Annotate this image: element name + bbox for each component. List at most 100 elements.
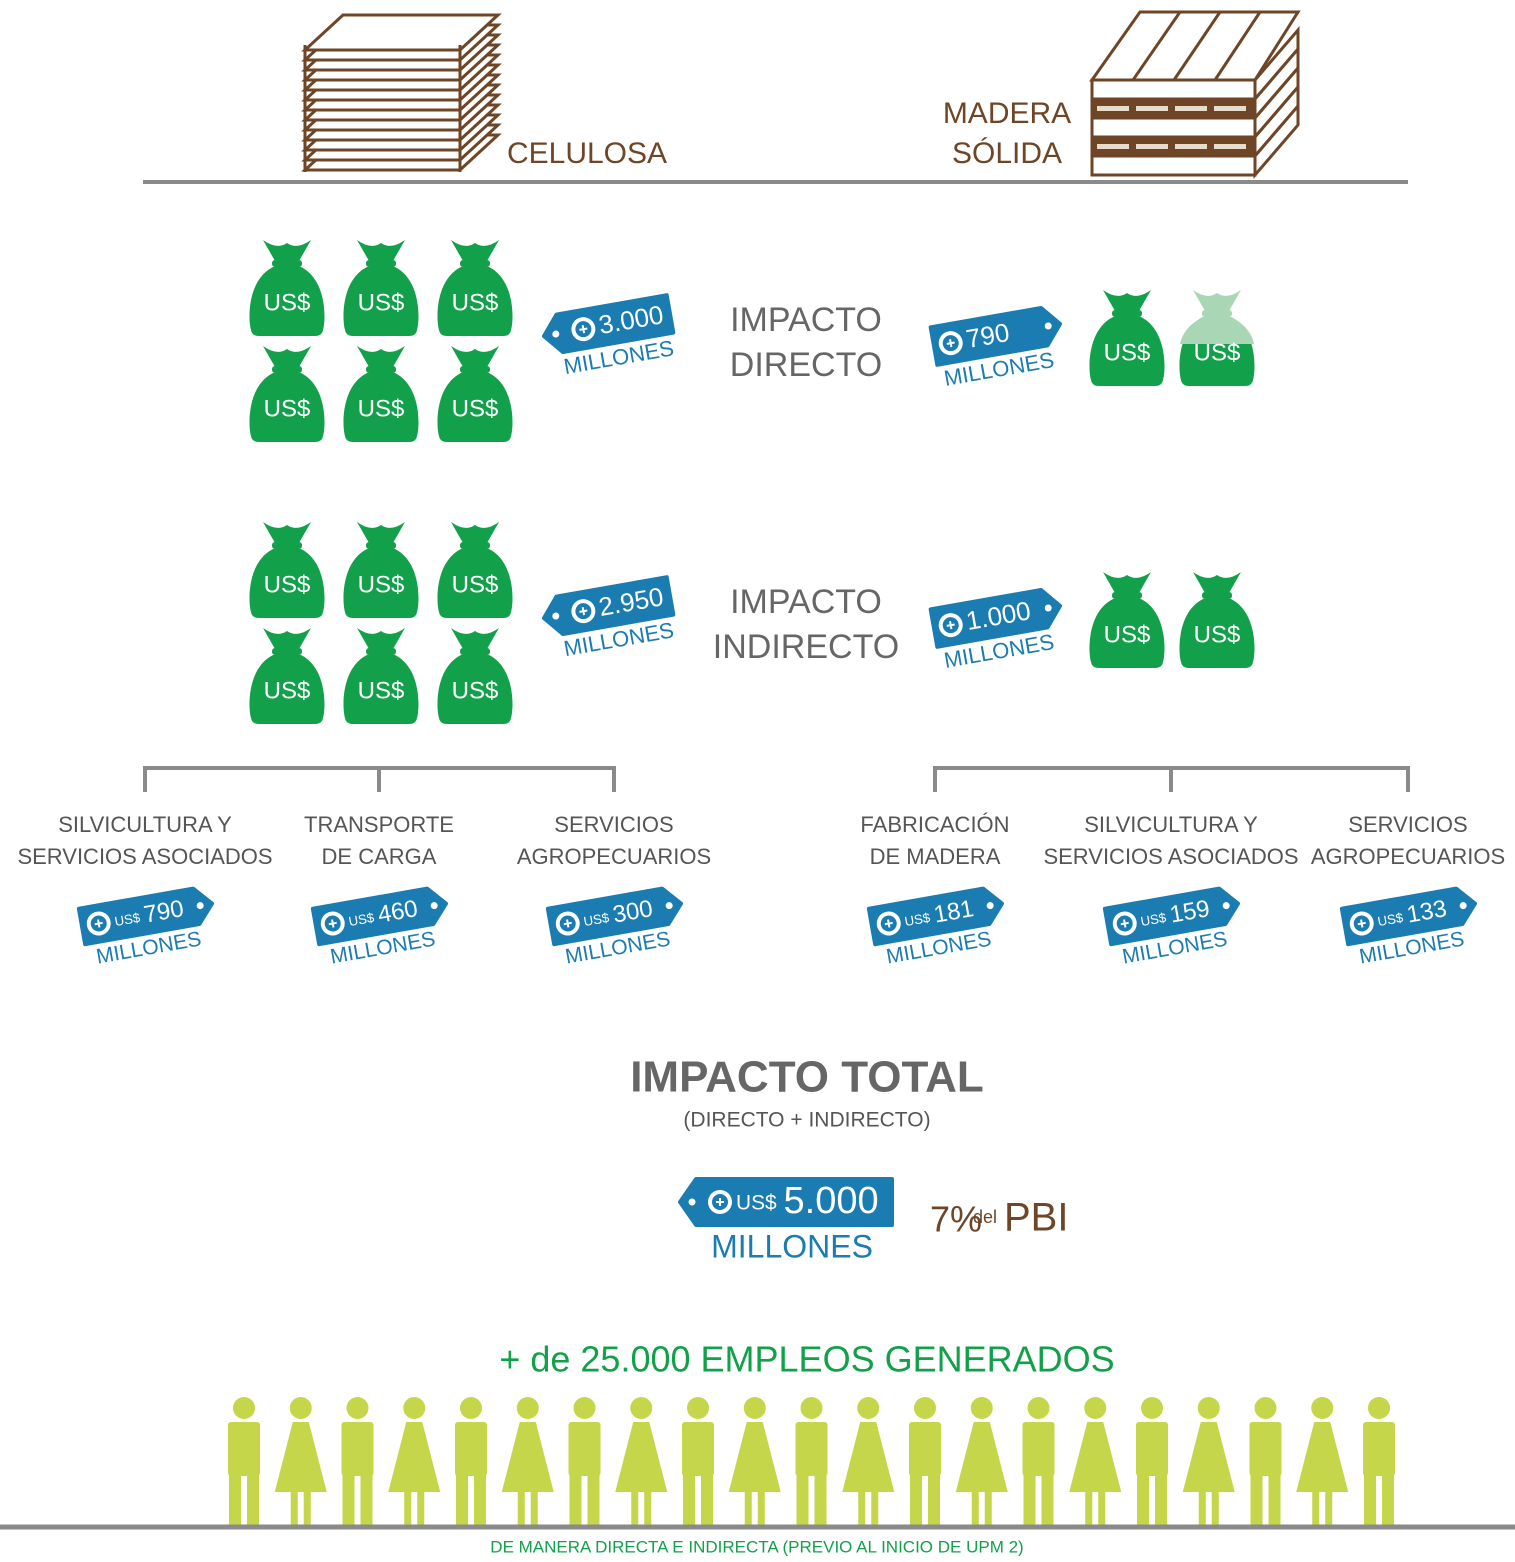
wood-icon — [1092, 12, 1298, 175]
bag-knot — [357, 240, 405, 261]
leg — [1312, 1490, 1319, 1526]
bag-neck — [1202, 592, 1232, 599]
bag-neck — [460, 260, 490, 267]
woman-icon — [1296, 1397, 1348, 1526]
board — [1092, 156, 1255, 175]
tag-value: 5.000 — [784, 1180, 879, 1222]
woman-icon — [1069, 1397, 1121, 1526]
dress — [729, 1422, 781, 1492]
board-grain — [1214, 106, 1246, 111]
sector-name: SERVICIOS — [554, 812, 673, 837]
leg — [972, 1490, 979, 1526]
woman-icon — [275, 1397, 327, 1526]
money-bag: US$ — [343, 522, 418, 618]
leg — [474, 1474, 486, 1526]
board-grain — [1136, 144, 1168, 149]
impact-label: INDIRECTO — [713, 628, 899, 666]
head — [517, 1397, 539, 1419]
board-grain — [1097, 144, 1129, 149]
bag-label: US$ — [452, 677, 499, 704]
price-tag: 790MILLONES — [931, 305, 1068, 392]
bag-knot — [357, 628, 405, 649]
leg — [644, 1490, 651, 1526]
head — [233, 1397, 255, 1419]
head — [1084, 1397, 1106, 1419]
bag-knot — [263, 522, 311, 543]
tag-hole — [689, 1199, 696, 1206]
bag-neck — [1112, 592, 1142, 599]
leg — [1325, 1490, 1332, 1526]
woman-icon — [502, 1397, 554, 1526]
head — [347, 1397, 369, 1419]
leg — [1269, 1474, 1281, 1526]
bag-knot — [1193, 572, 1241, 593]
bag-neck — [460, 648, 490, 655]
man-icon — [796, 1397, 828, 1526]
leg — [531, 1490, 538, 1526]
woman-icon — [729, 1397, 781, 1526]
money-bag: US$ — [437, 628, 512, 724]
money-bag: US$ — [343, 346, 418, 442]
bag-label: US$ — [358, 395, 405, 422]
money-bag: US$ — [249, 628, 324, 724]
bag-label: US$ — [1194, 339, 1241, 366]
head — [914, 1397, 936, 1419]
bag-neck — [460, 366, 490, 373]
bag-knot — [1193, 290, 1241, 311]
bag-neck — [366, 542, 396, 549]
bag-knot — [357, 346, 405, 367]
money-bag: US$ — [249, 240, 324, 336]
sector-name: SERVICIOS ASOCIADOS — [1043, 844, 1298, 869]
head — [1198, 1397, 1220, 1419]
man-icon — [1136, 1397, 1168, 1526]
head — [630, 1397, 652, 1419]
leg — [871, 1490, 878, 1526]
head — [1311, 1397, 1333, 1419]
bag-knot — [263, 628, 311, 649]
money-bag: US$ — [343, 240, 418, 336]
leg — [1098, 1490, 1105, 1526]
sector-name: SERVICIOS ASOCIADOS — [17, 844, 272, 869]
leg — [247, 1474, 259, 1526]
impact-label: IMPACTO — [730, 583, 882, 621]
torso — [909, 1422, 941, 1476]
sector-name: SILVICULTURA Y — [1084, 812, 1258, 837]
leg — [1212, 1490, 1219, 1526]
share-of: del — [973, 1207, 997, 1227]
board-grain — [1175, 106, 1207, 111]
total-title: IMPACTO TOTAL — [630, 1053, 984, 1102]
jobs-note: DE MANERA DIRECTA E INDIRECTA (PREVIO AL… — [490, 1537, 1023, 1556]
head — [460, 1397, 482, 1419]
woman-icon — [1183, 1397, 1235, 1526]
infographic: CELULOSAMADERASÓLIDAUS$US$US$US$US$US$US… — [0, 0, 1515, 1562]
bag-label: US$ — [452, 289, 499, 316]
head — [801, 1397, 823, 1419]
money-bag: US$ — [249, 346, 324, 442]
leg — [745, 1490, 752, 1526]
sector-name: AGROPECUARIOS — [517, 844, 711, 869]
leg — [588, 1474, 600, 1526]
leg — [361, 1474, 373, 1526]
bag-neck — [1112, 310, 1142, 317]
leg — [797, 1474, 809, 1526]
dress — [1069, 1422, 1121, 1492]
wood-label: MADERA — [943, 97, 1071, 130]
torso — [1023, 1422, 1055, 1476]
man-icon — [1363, 1397, 1395, 1526]
leg — [1155, 1474, 1167, 1526]
board-grain — [1175, 144, 1207, 149]
sector-name: DE MADERA — [870, 844, 1001, 869]
bag-neck — [366, 648, 396, 655]
pulp-icon — [305, 15, 498, 172]
money-bag: US$ — [249, 522, 324, 618]
woman-icon — [842, 1397, 894, 1526]
dress — [275, 1422, 327, 1492]
money-bag: US$ — [1179, 572, 1254, 668]
leg — [291, 1490, 298, 1526]
head — [574, 1397, 596, 1419]
bag-label: US$ — [452, 395, 499, 422]
bag-label: US$ — [358, 289, 405, 316]
